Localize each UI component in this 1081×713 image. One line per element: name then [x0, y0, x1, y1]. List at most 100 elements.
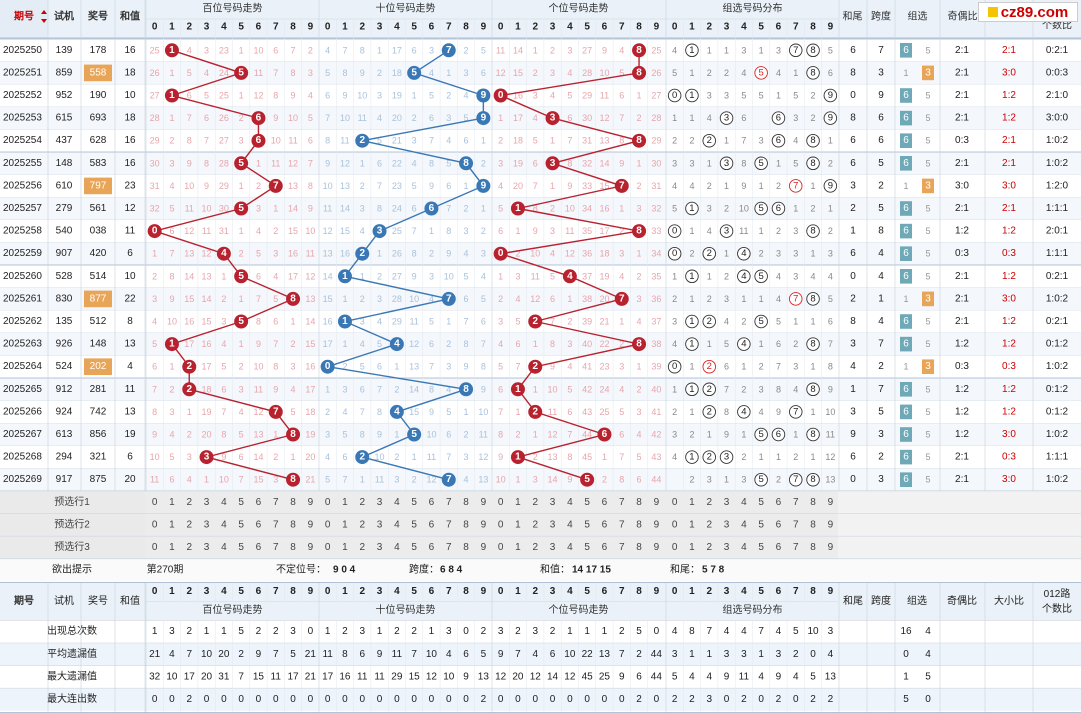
trend-point-bai: [234, 201, 249, 216]
jiou-cell: 2:1: [955, 45, 969, 56]
miss-zu: 1: [724, 45, 729, 55]
miss-zu: 2: [689, 136, 694, 146]
zu-dist-digit: 6: [776, 113, 781, 124]
daxiao-cell: 3:0: [1002, 429, 1016, 440]
jianghao-cell: 178: [90, 45, 107, 56]
stat-value-shi: 10: [443, 671, 455, 682]
jiou-cell: 2:1: [955, 158, 969, 169]
zu-dist-digit: 8: [810, 429, 815, 440]
daxiao-cell: 1:2: [1002, 339, 1016, 350]
miss-ge: 2: [619, 339, 624, 349]
zuxuan-badge: [900, 336, 912, 352]
miss-shi: 2: [412, 475, 417, 485]
zuxuan-badge: [922, 359, 934, 374]
digit-header-shi-5: 5: [411, 22, 417, 33]
miss-ge: 18: [513, 136, 523, 146]
zuxuan-cell: 6: [903, 135, 909, 146]
miss-ge: 1: [637, 362, 642, 372]
zuxuan-miss: 5: [925, 45, 930, 55]
miss-ge: 6: [498, 226, 503, 236]
preselect-digit: 0: [498, 542, 504, 553]
jianghao-highlight: [84, 177, 112, 195]
trend-point-ge: [528, 404, 543, 419]
zuxuan-miss: 5: [925, 339, 930, 349]
preselect-digit: 0: [325, 497, 331, 508]
zuxuan-badge: [900, 88, 912, 103]
zu-dist-digit: 8: [810, 293, 815, 304]
miss-bai: 4: [204, 68, 209, 78]
digit-header-bai-5: 5: [238, 22, 244, 33]
zuxuan-miss: 5: [925, 91, 930, 101]
hewei-cell: 8: [850, 316, 856, 327]
miss-bai: 4: [308, 91, 313, 101]
trend-point-ge: [493, 246, 508, 261]
trend-point-label-bai: 5: [238, 316, 244, 327]
miss-ge: 1: [498, 271, 503, 281]
preselect-row: [145, 513, 838, 537]
period-cell: 2025256: [3, 180, 42, 191]
miss-ge: 4: [550, 249, 555, 259]
stat-zuxuan6: 1: [903, 671, 909, 682]
preselect-digit: 0: [152, 497, 158, 508]
miss-bai: 26: [219, 113, 229, 123]
miss-bai: 29: [150, 136, 160, 146]
trend-point-ge: [597, 427, 612, 442]
preselect-digit: 1: [169, 519, 175, 530]
miss-bai: 16: [202, 339, 212, 349]
miss-bai: 9: [256, 339, 261, 349]
miss-bai: 10: [253, 362, 263, 372]
miss-ge: 7: [619, 452, 624, 462]
tip-row: [0, 558, 1081, 582]
period-cell: 2025266: [3, 406, 42, 417]
logo-text: cz89.com: [1000, 3, 1069, 21]
lu012-cell: 1:2:0: [1046, 180, 1069, 191]
preselect-digit: 9: [308, 542, 314, 553]
miss-bai: 1: [169, 113, 174, 123]
kuadu-cell: 2: [878, 452, 884, 463]
zu-dist-digit: 5: [759, 316, 764, 327]
miss-shi: 2: [377, 271, 382, 281]
trend-point-bai: [216, 246, 231, 261]
miss-shi: 5: [481, 45, 486, 55]
preselect-digit: 2: [186, 542, 192, 553]
stat-value-ge: 12: [530, 671, 542, 682]
miss-zu: 3: [689, 158, 694, 168]
miss-shi: 6: [481, 68, 486, 78]
hezhi-cell: 16: [124, 158, 136, 169]
miss-zu: 1: [828, 136, 833, 146]
miss-ge: 2: [637, 181, 642, 191]
stat-value-zu: 9: [724, 671, 730, 682]
trend-point-bai: [182, 382, 197, 397]
trend-point-label-shi: 8: [463, 384, 469, 395]
table-row: [0, 129, 1081, 152]
miss-zu: 3: [672, 430, 677, 440]
miss-zu: 4: [672, 45, 677, 55]
miss-ge: 19: [599, 271, 609, 281]
miss-shi: 13: [340, 181, 350, 191]
stat-value-bai: 0: [273, 694, 279, 705]
trend-point-ge: [510, 382, 525, 397]
zuxuan-badge: [900, 382, 912, 397]
shi-header: 十位号码走势: [376, 2, 436, 15]
zu-dist-mark: [806, 133, 820, 148]
jianghao-cell: 420: [90, 248, 107, 259]
miss-shi: 9: [446, 249, 451, 259]
miss-shi: 1: [464, 181, 469, 191]
stat-value-ge: 1: [567, 626, 573, 637]
footer-digit-shi: 4: [394, 586, 400, 597]
preselect-digit: 7: [619, 519, 625, 530]
zu-dist-digit: 5: [759, 271, 764, 282]
zuxuan-miss: 5: [925, 452, 930, 462]
site-logo[interactable]: cz89.com: [978, 2, 1078, 22]
miss-shi: 4: [325, 45, 330, 55]
miss-zu: 1: [793, 68, 798, 78]
miss-shi: 9: [360, 68, 365, 78]
miss-zu: 4: [707, 226, 712, 236]
preselect-digit: 8: [463, 542, 469, 553]
stat-value-bai: 9: [256, 649, 262, 660]
stat-value-shi: 8: [342, 649, 348, 660]
zuxuan-cell: 6: [903, 316, 909, 327]
miss-bai: 15: [288, 226, 298, 236]
miss-bai: 26: [150, 68, 160, 78]
footer-digit-bai: 8: [290, 586, 296, 597]
